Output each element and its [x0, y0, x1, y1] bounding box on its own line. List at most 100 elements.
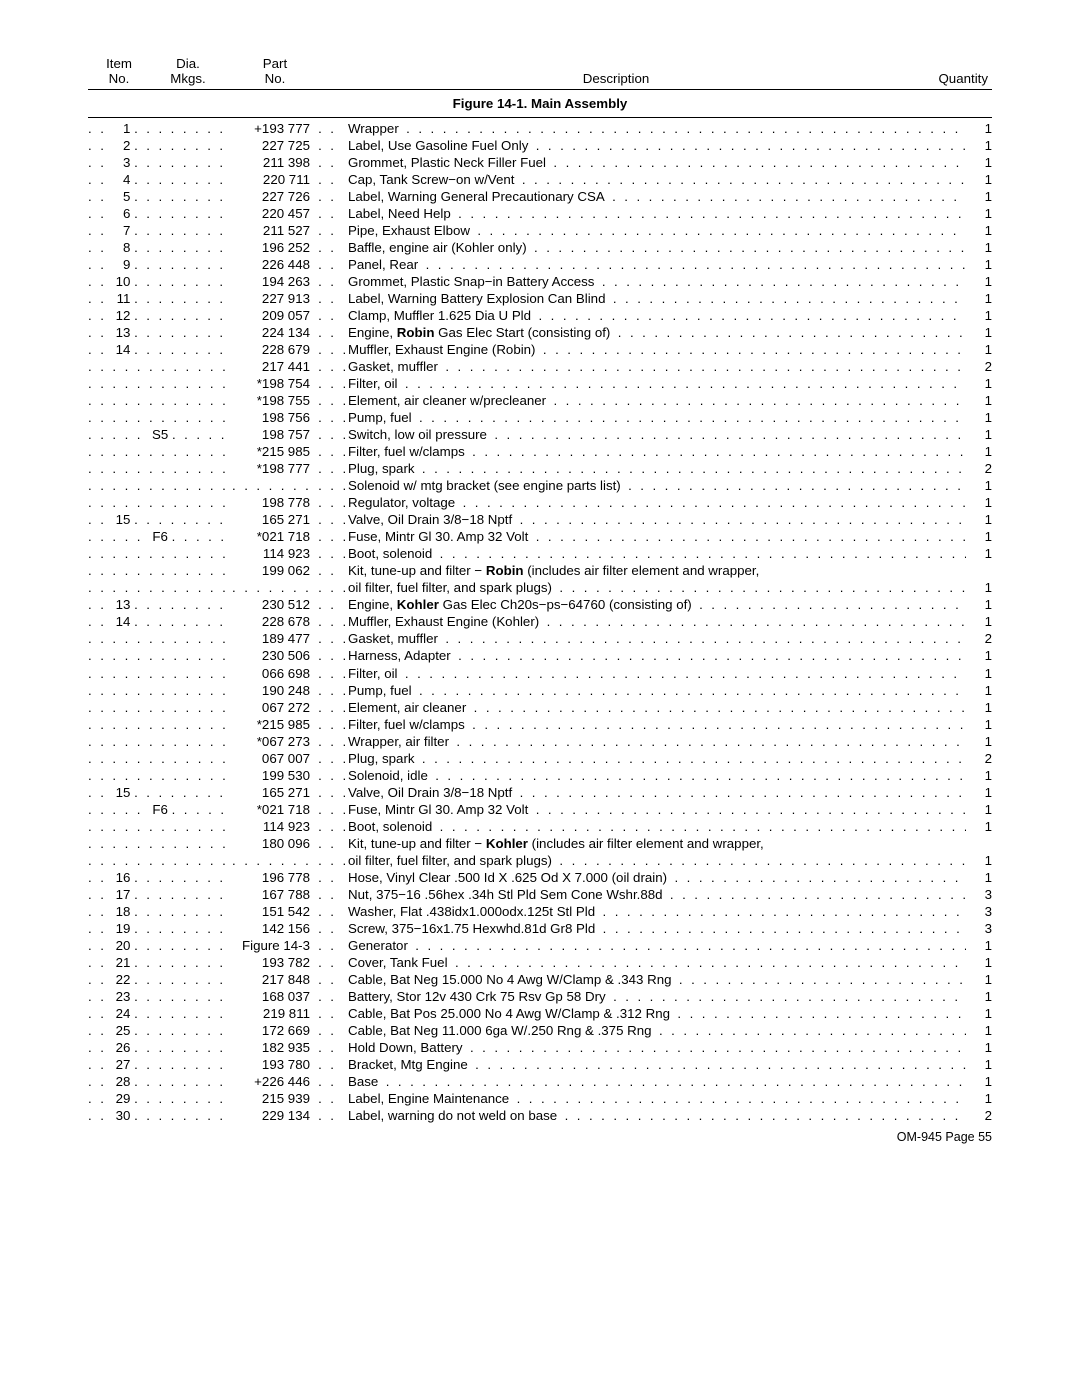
cell-item-no: . . . . . . . . . . . . . . . . . . . . … — [88, 852, 232, 869]
cell-quantity: 1 — [970, 937, 992, 954]
cell-part-no: 229 134 — [232, 1107, 312, 1124]
table-row: . . . . . . . . . . . . . . . . . . . . … — [88, 375, 992, 392]
cell-description: Plug, spark . . . . . . . . . . . . . . … — [348, 750, 970, 767]
table-row: . . 30 . . . . . . . . . . . . . . . . .… — [88, 1107, 992, 1124]
cell-separator: . . — [312, 188, 348, 205]
cell-separator: . . . . — [312, 716, 348, 733]
title-rule — [88, 117, 992, 118]
cell-separator: . . . . — [312, 426, 348, 443]
cell-quantity: 1 — [970, 494, 992, 511]
cell-quantity: 1 — [970, 273, 992, 290]
cell-separator: . . . . — [312, 392, 348, 409]
cell-quantity: 1 — [970, 171, 992, 188]
cell-quantity: 2 — [970, 460, 992, 477]
cell-item-no: . . . . . . . . . . . . . . . . . . . . … — [88, 392, 232, 409]
cell-item-no: . . . . . . . . . . . . . . . . . . . . … — [88, 545, 232, 562]
cell-separator: . . — [312, 1073, 348, 1090]
header-part-2: No. — [226, 71, 324, 86]
cell-part-no: 227 725 — [232, 137, 312, 154]
cell-description: Cover, Tank Fuel . . . . . . . . . . . .… — [348, 954, 970, 971]
header-part-1: Part — [226, 56, 324, 71]
cell-quantity: 1 — [970, 579, 992, 596]
cell-description: Cable, Bat Pos 25.000 No 4 Awg W/Clamp &… — [348, 1005, 970, 1022]
cell-item-no: . . 17 . . . . . . . . . . . . . . . . .… — [88, 886, 232, 903]
cell-item-no: . . . . . . . . . . . . . . . . . . . . … — [88, 733, 232, 750]
cell-quantity: 1 — [970, 699, 992, 716]
cell-separator: . . . . — [312, 750, 348, 767]
cell-item-no: . . . . . . . . . . . . . . . . . . . . … — [88, 767, 232, 784]
cell-dia-marking: F6 — [148, 801, 168, 818]
cell-separator: . . . . — [312, 767, 348, 784]
cell-description: Valve, Oil Drain 3/8−18 Nptf . . . . . .… — [348, 784, 970, 801]
cell-separator: . . . . — [312, 852, 348, 869]
cell-part-no: 228 678 — [232, 613, 312, 630]
cell-item-no: . . 16 . . . . . . . . . . . . . . . . .… — [88, 869, 232, 886]
header-dia-1: Dia. — [150, 56, 226, 71]
table-row: . . 1 . . . . . . . . . . . . . . . . . … — [88, 120, 992, 137]
cell-item-no: . . 20 . . . . . . . . . . . . . . . . .… — [88, 937, 232, 954]
cell-part-no: . . . . . . . . . . . . . . . . . . . . … — [232, 579, 312, 596]
cell-part-no: 151 542 — [232, 903, 312, 920]
cell-description: Label, Use Gasoline Fuel Only . . . . . … — [348, 137, 970, 154]
cell-part-no: 198 757 — [232, 426, 312, 443]
cell-separator: . . — [312, 239, 348, 256]
table-row: . . 15 . . . . . . . . . . . . . . . . .… — [88, 784, 992, 801]
cell-quantity: 1 — [970, 665, 992, 682]
table-row: . . 27 . . . . . . . . . . . . . . . . .… — [88, 1056, 992, 1073]
cell-separator: . . — [312, 562, 348, 579]
cell-description: Label, Warning Battery Explosion Can Bli… — [348, 290, 970, 307]
table-row: . . . . . . . . . . . . . . . . . . . . … — [88, 647, 992, 664]
cell-description: Hold Down, Battery . . . . . . . . . . .… — [348, 1039, 970, 1056]
cell-part-no: 114 923 — [232, 818, 312, 835]
header-qty-1 — [908, 56, 992, 71]
table-row: . . . . . . . . . . . . . . . . . . . . … — [88, 630, 992, 647]
table-row: . . 24 . . . . . . . . . . . . . . . . .… — [88, 1005, 992, 1022]
table-row: . . 2 . . . . . . . . . . . . . . . . . … — [88, 137, 992, 154]
cell-part-no: 198 778 — [232, 494, 312, 511]
cell-part-no: 217 441 — [232, 358, 312, 375]
table-row: . . . . . . . . . . . . . . . . . . . . … — [88, 682, 992, 699]
header-dia-2: Mkgs. — [150, 71, 226, 86]
cell-quantity: 1 — [970, 290, 992, 307]
cell-separator: . . . . — [312, 409, 348, 426]
header-qty-2: Quantity — [908, 71, 992, 86]
cell-description: Filter, oil . . . . . . . . . . . . . . … — [348, 665, 970, 682]
cell-separator: . . — [312, 1090, 348, 1107]
cell-separator: . . . . — [312, 341, 348, 358]
cell-quantity: 1 — [970, 1005, 992, 1022]
table-row: . . . . . . . . . . . . . . . . . . . . … — [88, 443, 992, 460]
cell-item-no: . . 5 . . . . . . . . . . . . . . . . . … — [88, 188, 232, 205]
cell-description: Switch, low oil pressure . . . . . . . .… — [348, 426, 970, 443]
cell-part-no: 227 726 — [232, 188, 312, 205]
cell-description: Nut, 375−16 .56hex .34h Stl Pld Sem Cone… — [348, 886, 970, 903]
cell-separator: . . — [312, 1056, 348, 1073]
table-row: . . . . . . . . . . . . . . . . . . . . … — [88, 545, 992, 562]
cell-description: Regulator, voltage . . . . . . . . . . .… — [348, 494, 970, 511]
cell-description: Baffle, engine air (Kohler only) . . . .… — [348, 239, 970, 256]
cell-separator: . . — [312, 920, 348, 937]
cell-quantity: 1 — [970, 324, 992, 341]
cell-separator: . . . . — [312, 818, 348, 835]
table-row: . . 11 . . . . . . . . . . . . . . . . .… — [88, 290, 992, 307]
cell-quantity: 1 — [970, 613, 992, 630]
cell-separator: . . — [312, 171, 348, 188]
table-row: . . . . . . . . . . . . . . . . . . . . … — [88, 477, 992, 494]
cell-separator: . . — [312, 290, 348, 307]
cell-description: Label, Engine Maintenance . . . . . . . … — [348, 1090, 970, 1107]
cell-item-no: . . 15 . . . . . . . . . . . . . . . . .… — [88, 784, 232, 801]
cell-quantity: 1 — [970, 120, 992, 137]
cell-quantity: 1 — [970, 256, 992, 273]
cell-item-no: . . . . . . . . . . . . . . . . . . . . … — [88, 630, 232, 647]
cell-part-no: 209 057 — [232, 307, 312, 324]
table-row: . . 26 . . . . . . . . . . . . . . . . .… — [88, 1039, 992, 1056]
cell-separator: . . — [312, 903, 348, 920]
cell-description: Grommet, Plastic Neck Filler Fuel . . . … — [348, 154, 970, 171]
cell-item-no: . . 9 . . . . . . . . . . . . . . . . . … — [88, 256, 232, 273]
cell-part-no: +193 777 — [232, 120, 312, 137]
cell-separator: . . . . — [312, 784, 348, 801]
cell-description: Battery, Stor 12v 430 Crk 75 Rsv Gp 58 D… — [348, 988, 970, 1005]
cell-quantity: 1 — [970, 1090, 992, 1107]
cell-item-no: . . 4 . . . . . . . . . . . . . . . . . … — [88, 171, 232, 188]
cell-part-no: 230 512 — [232, 596, 312, 613]
cell-item-no: . . 7 . . . . . . . . . . . . . . . . . … — [88, 222, 232, 239]
